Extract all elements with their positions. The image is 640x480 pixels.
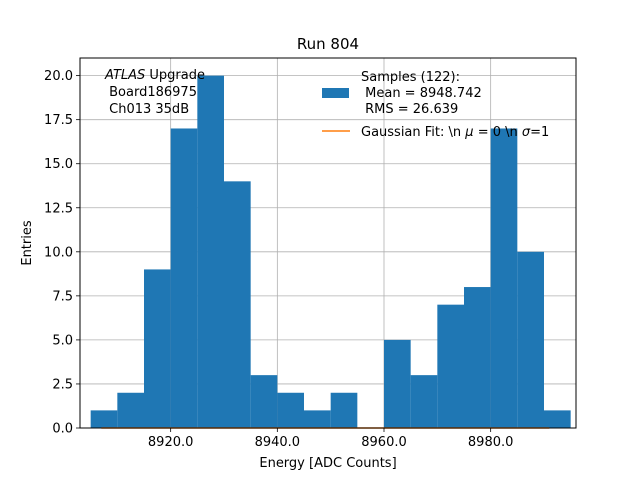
annotation-line-3: Ch013 35dB <box>105 102 189 117</box>
histogram-bar <box>117 392 144 428</box>
histogram-bar <box>490 128 518 428</box>
legend-hist-swatch <box>322 88 349 98</box>
x-tick-label: 8940.0 <box>255 435 301 450</box>
annotation-italic: ATLAS <box>104 68 145 83</box>
y-tick-label: 12.5 <box>44 201 73 216</box>
histogram-bar <box>330 392 358 428</box>
y-tick-label: 7.5 <box>52 289 73 304</box>
legend-hist-line-3: RMS = 26.639 <box>361 102 458 117</box>
axes-frame <box>79 57 577 429</box>
annotation-line-2: Board186975 <box>105 85 197 100</box>
legend-hist-line-1: Samples (122): <box>361 70 460 85</box>
histogram-bar <box>224 181 251 428</box>
legend-fit-suffix: =1 <box>530 125 549 140</box>
x-tick-label: 8920.0 <box>148 435 194 450</box>
y-tick-label: 10.0 <box>44 245 73 260</box>
x-tick-label: 8960.0 <box>361 435 407 450</box>
histogram-bar <box>304 410 331 428</box>
y-axis-label: Entries <box>20 220 35 266</box>
histogram-bar <box>437 304 464 428</box>
histogram-bar <box>517 251 544 428</box>
chart-title: Run 804 <box>297 35 359 53</box>
axis-ticks: 8920.0 8940.0 8960.0 8980.0 0.0 2.5 5.0 7.5 10.0… <box>44 69 513 450</box>
y-tick-label: 2.5 <box>52 377 73 392</box>
legend-hist-line-2: Mean = 8948.742 <box>361 86 482 101</box>
histogram-bars <box>90 75 571 428</box>
y-tick-label: 0.0 <box>52 422 73 437</box>
x-axis-label: Energy [ADC Counts] <box>259 456 396 471</box>
x-tick-label: 8980.0 <box>468 435 514 450</box>
legend-fit-sigma: σ <box>522 125 531 140</box>
legend-fit-label: Gaussian Fit: \n μ = 0 \n σ=1 <box>361 125 549 140</box>
legend-fit-prefix: Gaussian Fit: \n <box>361 125 465 140</box>
histogram-bar <box>277 392 304 428</box>
histogram-bar <box>384 339 411 428</box>
annotation-upgrade: Upgrade <box>145 68 205 83</box>
y-tick-label: 17.5 <box>44 113 73 128</box>
histogram-bar <box>170 128 198 428</box>
y-tick-label: 20.0 <box>44 69 73 84</box>
histogram-bar <box>464 287 491 428</box>
histogram-bar <box>90 410 118 428</box>
legend-fit-mu: μ <box>464 125 473 140</box>
legend: Samples (122): Mean = 8948.742 RMS = 26.… <box>322 70 549 140</box>
annotation-line-1: ATLAS Upgrade <box>104 68 205 83</box>
histogram-bar <box>544 410 571 428</box>
y-tick-label: 15.0 <box>44 157 73 172</box>
histogram-bar <box>410 375 438 428</box>
atlas-annotation: ATLAS Upgrade Board186975 Ch013 35dB <box>104 68 205 117</box>
legend-fit-mid: = 0 \n <box>474 125 522 140</box>
histogram-bar <box>144 269 171 428</box>
histogram-bar <box>197 75 224 428</box>
y-tick-label: 5.0 <box>52 333 73 348</box>
histogram-bar <box>250 375 278 428</box>
